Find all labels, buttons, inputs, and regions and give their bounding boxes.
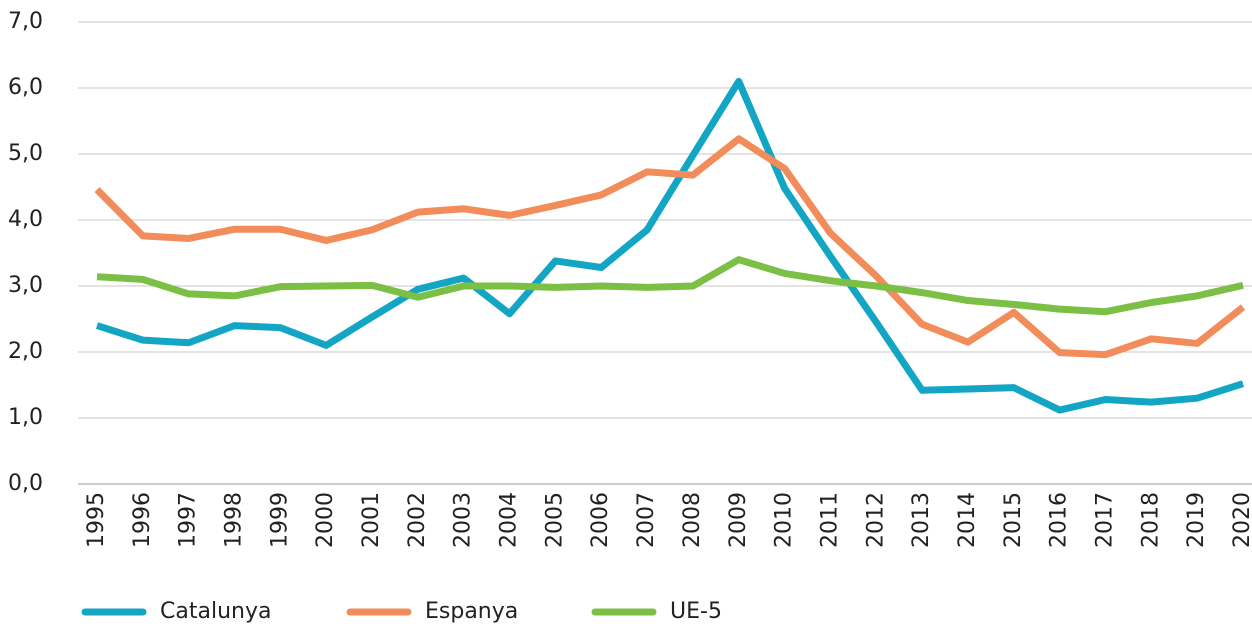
series-line	[95, 77, 1245, 414]
x-tick-label: 2016	[1047, 492, 1072, 548]
x-tick-label: 1999	[267, 492, 292, 548]
x-tick-label: 1997	[176, 492, 201, 548]
y-tick-label: 5,0	[8, 141, 43, 166]
x-tick-label: 2013	[909, 492, 934, 548]
y-tick-label: 6,0	[8, 75, 43, 100]
x-tick-label: 1995	[84, 492, 109, 548]
x-tick-label: 2017	[1092, 492, 1117, 548]
x-tick-label: 1998	[222, 492, 247, 548]
x-tick-label: 2011	[817, 492, 842, 548]
x-tick-label: 2019	[1184, 492, 1209, 548]
x-tick-label: 2000	[313, 492, 338, 548]
x-tick-label: 2006	[588, 492, 613, 548]
legend-label: Espanya	[425, 599, 518, 624]
series-line	[94, 135, 1246, 359]
x-tick-label: 1996	[130, 492, 155, 548]
x-tick-label: 2002	[405, 492, 430, 548]
x-tick-label: 2003	[451, 492, 476, 548]
series-line	[96, 256, 1244, 316]
x-tick-label: 2015	[1001, 492, 1026, 548]
y-tick-label: 1,0	[8, 405, 43, 430]
x-tick-label: 2001	[359, 492, 384, 548]
legend-label: Catalunya	[160, 599, 271, 624]
y-tick-label: 7,0	[8, 9, 43, 34]
y-tick-label: 3,0	[8, 273, 43, 298]
x-tick-label: 2018	[1138, 492, 1163, 548]
x-tick-label: 2012	[863, 492, 888, 548]
x-tick-label: 2010	[772, 492, 797, 548]
x-tick-label: 2005	[542, 492, 567, 548]
x-tick-label: 2020	[1230, 492, 1252, 548]
y-tick-label: 0,0	[8, 471, 43, 496]
y-tick-label: 4,0	[8, 207, 43, 232]
x-tick-label: 2008	[680, 492, 705, 548]
x-tick-label: 2009	[726, 492, 751, 548]
y-tick-label: 2,0	[8, 339, 43, 364]
legend-label: UE-5	[670, 599, 722, 624]
x-tick-label: 2014	[955, 492, 980, 548]
x-tick-label: 2004	[497, 492, 522, 548]
x-tick-label: 2007	[634, 492, 659, 548]
